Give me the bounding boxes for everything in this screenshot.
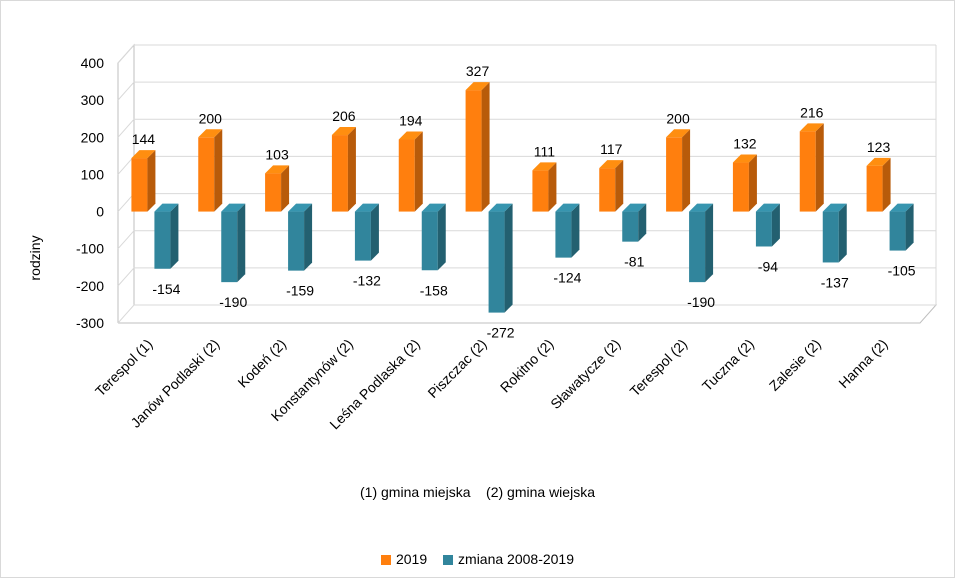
data-label-change-6: -124 — [553, 270, 581, 286]
bar-2019-2 — [265, 165, 290, 212]
data-label-2019-9: 132 — [733, 136, 757, 152]
y-axis-ticks: 400 300 200 100 0 -100 -200 -300 — [76, 55, 104, 331]
gridline — [117, 267, 936, 287]
data-label-change-3: -132 — [353, 273, 381, 289]
bar-2019-4 — [398, 131, 423, 212]
data-label-2019-11: 123 — [867, 139, 891, 155]
gridline — [117, 304, 936, 324]
x-tick-label: Kodeń (2) — [234, 336, 289, 391]
legend-swatch-2019 — [380, 555, 391, 565]
data-label-change-1: -190 — [219, 294, 247, 310]
bar-2019-5 — [465, 82, 490, 212]
y-tick-label: -200 — [76, 278, 104, 294]
y-tick-label: 200 — [81, 129, 105, 145]
data-label-2019-6: 111 — [534, 143, 555, 159]
x-tick-label: Terespol (2) — [627, 336, 691, 400]
bar-change-2 — [288, 203, 313, 271]
x-tick-label: Rokitno (2) — [497, 336, 557, 396]
y-tick-label: 0 — [96, 204, 104, 220]
data-label-2019-0: 144 — [132, 131, 156, 147]
gridline — [117, 230, 936, 250]
bar-change-10 — [822, 203, 847, 263]
bar-2019-8 — [666, 129, 691, 212]
gridline — [117, 44, 936, 64]
bar-change-6 — [555, 203, 580, 258]
gridline — [117, 81, 936, 101]
bar-change-7 — [622, 203, 647, 242]
bar-2019-3 — [331, 127, 356, 212]
data-label-change-11: -105 — [888, 263, 916, 279]
bar-2019-10 — [799, 123, 824, 212]
x-tick-label: Tuczna (2) — [699, 336, 757, 394]
gridline — [117, 118, 936, 138]
bar-change-5 — [488, 203, 513, 313]
data-label-2019-1: 200 — [199, 110, 223, 126]
bar-2019-11 — [866, 157, 891, 212]
y-tick-label: 100 — [81, 166, 105, 182]
x-tick-label: Zalesie (2) — [766, 336, 824, 394]
data-label-2019-10: 216 — [800, 104, 824, 120]
legend-label-2019: 2019 — [395, 551, 428, 567]
bar-change-3 — [354, 203, 379, 261]
y-tick-label: -100 — [76, 241, 104, 257]
bar-2019-6 — [532, 162, 557, 212]
category-footnote: (1) gmina miejska (2) gmina wiejska — [360, 484, 595, 500]
bar-2019-7 — [599, 160, 624, 212]
x-tick-label: Sławatycze (2) — [547, 336, 623, 412]
data-label-change-0: -154 — [152, 281, 180, 297]
legend-label-change: zmiana 2008-2019 — [458, 551, 575, 567]
y-tick-label: -300 — [76, 315, 104, 331]
data-label-change-2: -159 — [286, 283, 314, 299]
legend-item-2019: 2019 — [380, 551, 428, 567]
data-label-2019-2: 103 — [265, 146, 289, 162]
bars: 144 -154 200 -190 103 -159 206 -132 194 -158 327 -2… — [131, 63, 916, 341]
bar-change-4 — [421, 203, 446, 271]
bar-change-9 — [755, 203, 780, 247]
data-label-change-4: -158 — [420, 282, 448, 298]
bar-2019-9 — [732, 154, 757, 212]
data-label-2019-3: 206 — [332, 108, 356, 124]
x-tick-label: Terespol (1) — [92, 336, 156, 400]
bar-2019-1 — [198, 129, 223, 212]
data-label-change-10: -137 — [821, 274, 849, 290]
bar-change-11 — [889, 203, 914, 251]
x-tick-label: Hanna (2) — [835, 336, 890, 391]
legend: 2019 zmiana 2008-2019 — [0, 551, 955, 567]
data-label-2019-5: 327 — [466, 63, 490, 79]
y-axis-label: rodziny — [27, 235, 43, 280]
data-label-2019-8: 200 — [666, 110, 690, 126]
data-label-change-8: -190 — [687, 294, 715, 310]
bar-change-8 — [689, 203, 714, 283]
bar-change-0 — [154, 203, 179, 269]
y-tick-label: 400 — [81, 55, 105, 71]
data-label-2019-7: 117 — [600, 141, 623, 157]
bar-change-1 — [221, 203, 246, 283]
bar-2019-0 — [131, 150, 156, 212]
data-label-change-9: -94 — [758, 258, 778, 274]
legend-item-change: zmiana 2008-2019 — [443, 551, 574, 567]
legend-swatch-change — [443, 555, 454, 565]
data-label-2019-4: 194 — [399, 113, 423, 129]
data-label-change-7: -81 — [624, 254, 644, 270]
data-label-change-5: -272 — [487, 325, 515, 341]
y-tick-label: 300 — [81, 92, 105, 108]
x-tick-label: Piszczac (2) — [424, 336, 489, 401]
x-axis-ticks: Terespol (1)Janów Podlaski (2) Kodeń (2)K… — [92, 336, 891, 433]
